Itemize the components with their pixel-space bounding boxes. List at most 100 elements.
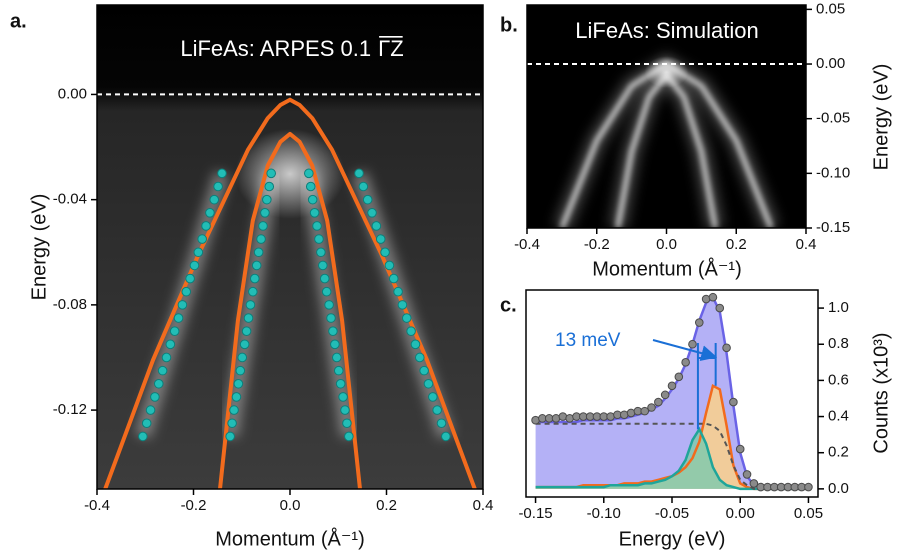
title-text: LiFeAs: Simulation bbox=[575, 18, 758, 43]
band-point bbox=[181, 286, 192, 297]
band-point bbox=[307, 194, 318, 205]
band-point bbox=[332, 352, 342, 363]
band-point bbox=[432, 405, 442, 415]
data-point bbox=[640, 406, 650, 416]
band-fit-line bbox=[218, 131, 362, 489]
y-tick-label: -0.12 bbox=[53, 401, 87, 418]
x-tick-label: -0.4 bbox=[514, 236, 540, 253]
band-point bbox=[328, 326, 338, 336]
map-background bbox=[97, 5, 483, 489]
band-point bbox=[201, 221, 211, 231]
band-point bbox=[193, 247, 204, 258]
x-axis-label: Momentum (Å⁻¹) bbox=[592, 257, 741, 280]
y-tick-label: -0.05 bbox=[816, 110, 850, 127]
band-point bbox=[375, 234, 386, 244]
y-tick-label: -0.04 bbox=[53, 191, 87, 208]
x-axis-label: Energy (eV) bbox=[619, 528, 726, 550]
panel-title: LiFeAs: Simulation bbox=[575, 18, 758, 43]
band-point bbox=[419, 365, 429, 376]
band-point bbox=[173, 313, 184, 323]
panel-label: a. bbox=[10, 10, 27, 32]
y-tick-label: 1.0 bbox=[828, 299, 849, 316]
x-tick-label: 0.4 bbox=[796, 236, 817, 253]
band-point bbox=[169, 326, 180, 336]
band-point bbox=[441, 431, 451, 442]
y-tick-label: -0.08 bbox=[53, 296, 87, 313]
band-point bbox=[330, 339, 340, 350]
y-axis-label: Energy (eV) bbox=[28, 194, 50, 301]
data-point bbox=[708, 292, 718, 302]
band-point bbox=[165, 339, 176, 350]
panel-label: b. bbox=[500, 14, 518, 36]
band-point bbox=[245, 300, 256, 310]
band-point bbox=[233, 378, 244, 389]
band-point bbox=[153, 378, 164, 389]
y-tick-label: 0.6 bbox=[828, 371, 849, 388]
data-point bbox=[735, 444, 745, 454]
band-point bbox=[138, 431, 148, 442]
y-tick-label: 0.8 bbox=[828, 335, 849, 352]
band-point bbox=[428, 392, 438, 402]
band-point bbox=[354, 168, 364, 179]
band-point bbox=[344, 431, 354, 442]
band-point bbox=[217, 168, 227, 179]
band-point bbox=[326, 313, 336, 323]
band-point bbox=[145, 405, 156, 415]
intensity-glow bbox=[644, 56, 689, 89]
band-point bbox=[340, 405, 350, 415]
plot-area bbox=[97, 5, 483, 489]
annotation: 13 meV bbox=[555, 330, 621, 351]
band-point bbox=[384, 260, 395, 271]
band-point bbox=[362, 194, 373, 205]
band-point bbox=[342, 418, 352, 429]
band-point bbox=[388, 273, 399, 284]
band-point bbox=[321, 286, 332, 297]
title-text: LiFeAs: ARPES 0.1 bbox=[180, 36, 371, 61]
data-point bbox=[654, 397, 663, 407]
band-point bbox=[260, 208, 270, 218]
band-point bbox=[243, 313, 254, 323]
x-axis-label: Momentum (Å⁻¹) bbox=[215, 527, 364, 550]
band-point bbox=[225, 431, 235, 442]
band-point bbox=[251, 260, 262, 271]
data-point bbox=[715, 303, 725, 313]
panel: -0.4 -0.2 0.0 0.2 0.4 0.00 -0.04 -0.08 -0.12 Mome… bbox=[10, 4, 493, 550]
band-point bbox=[197, 234, 207, 244]
band-point bbox=[335, 378, 346, 389]
x-tick-label: 0.0 bbox=[280, 497, 301, 514]
band-point bbox=[150, 392, 160, 402]
plot-area bbox=[535, 295, 809, 491]
band-point bbox=[309, 208, 320, 218]
band-point bbox=[367, 208, 377, 218]
band-point bbox=[333, 365, 344, 376]
data-point bbox=[667, 381, 677, 391]
band-point bbox=[414, 352, 425, 363]
data-point bbox=[694, 318, 704, 327]
band-point bbox=[241, 326, 252, 336]
band-point bbox=[209, 194, 220, 205]
band-point bbox=[237, 352, 248, 363]
band-point bbox=[406, 326, 416, 336]
y-axis-label: Energy (eV) bbox=[870, 64, 892, 171]
band-point bbox=[324, 300, 334, 310]
band-point bbox=[436, 418, 447, 429]
y-tick-label: 0.00 bbox=[58, 85, 87, 102]
x-tick-label: -0.10 bbox=[587, 505, 621, 522]
panel-title: LiFeAs: ARPES 0.1 ΓZ bbox=[180, 36, 403, 61]
band-point bbox=[397, 300, 408, 310]
band-point bbox=[393, 286, 403, 297]
y-tick-label: 0.00 bbox=[816, 55, 845, 72]
data-point bbox=[804, 482, 813, 492]
band-point bbox=[256, 234, 266, 244]
data-point bbox=[660, 390, 670, 400]
band-point bbox=[248, 286, 258, 297]
band-point bbox=[371, 221, 382, 231]
band-point bbox=[189, 260, 200, 271]
data-point bbox=[674, 372, 684, 382]
x-tick-label: 0.2 bbox=[726, 236, 747, 253]
x-tick-label: -0.15 bbox=[518, 505, 552, 522]
area-fill bbox=[535, 297, 809, 489]
y-tick-label: 0.4 bbox=[828, 408, 849, 425]
